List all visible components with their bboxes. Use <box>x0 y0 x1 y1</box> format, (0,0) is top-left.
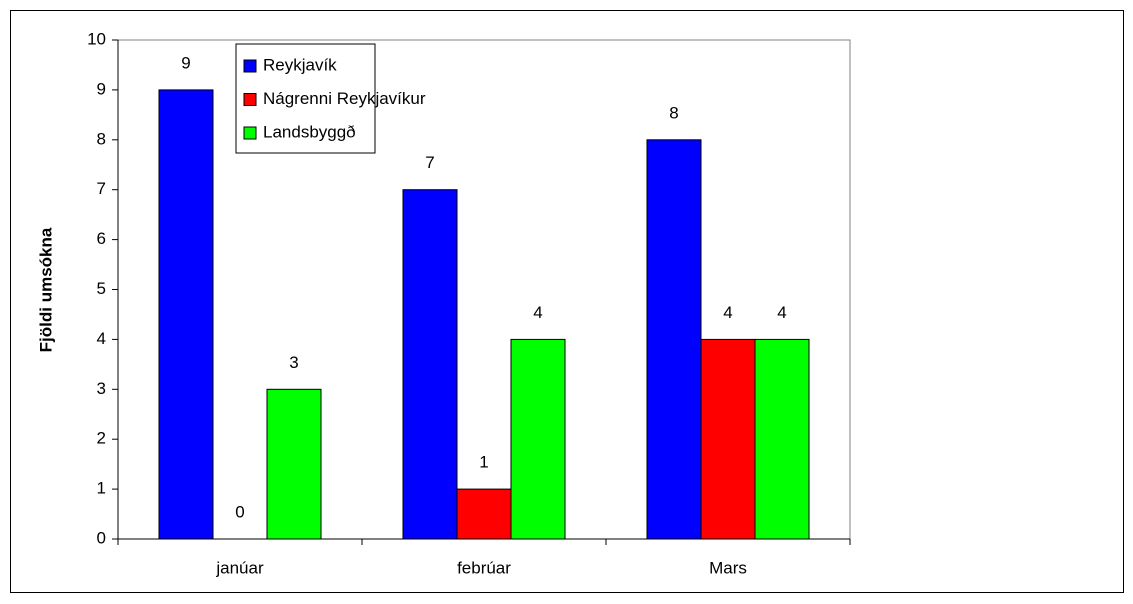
legend-swatch <box>243 93 257 106</box>
value-label: 3 <box>289 353 298 372</box>
x-tick-label: febrúar <box>457 558 511 577</box>
value-label: 1 <box>479 453 488 472</box>
legend-label: Reykjavík <box>263 55 337 74</box>
bar <box>456 488 512 540</box>
value-label: 4 <box>533 303 542 322</box>
value-label: 4 <box>777 303 786 322</box>
bar <box>402 189 458 540</box>
value-label: 9 <box>181 53 190 72</box>
bar <box>754 338 810 540</box>
y-tick-label: 3 <box>97 379 106 398</box>
value-label: 0 <box>235 502 244 521</box>
y-axis-label: Fjöldi umsókna <box>36 227 55 352</box>
bar <box>158 89 214 540</box>
legend-swatch <box>243 59 257 73</box>
y-tick-label: 8 <box>97 129 106 148</box>
value-label: 4 <box>723 303 732 322</box>
y-tick-label: 9 <box>97 79 106 98</box>
legend-box <box>235 43 376 154</box>
x-tick-label: Mars <box>709 558 747 577</box>
x-tick-label: janúar <box>215 558 264 577</box>
legend-label: Landsbyggð <box>263 122 356 141</box>
y-tick-label: 7 <box>97 179 106 198</box>
y-tick-label: 0 <box>97 528 106 547</box>
y-tick-label: 5 <box>97 279 106 298</box>
bar <box>266 388 322 540</box>
y-tick-label: 1 <box>97 479 106 498</box>
y-tick-label: 6 <box>97 229 106 248</box>
y-tick-label: 4 <box>97 329 106 348</box>
bar <box>646 139 702 540</box>
value-label: 8 <box>669 103 678 122</box>
y-tick-label: 10 <box>87 29 106 48</box>
bar <box>510 338 566 540</box>
legend-label: Nágrenni Reykjavíkur <box>263 89 426 108</box>
legend-swatch <box>243 126 257 140</box>
value-label: 7 <box>425 153 434 172</box>
bar <box>700 338 756 540</box>
y-tick-label: 2 <box>97 429 106 448</box>
